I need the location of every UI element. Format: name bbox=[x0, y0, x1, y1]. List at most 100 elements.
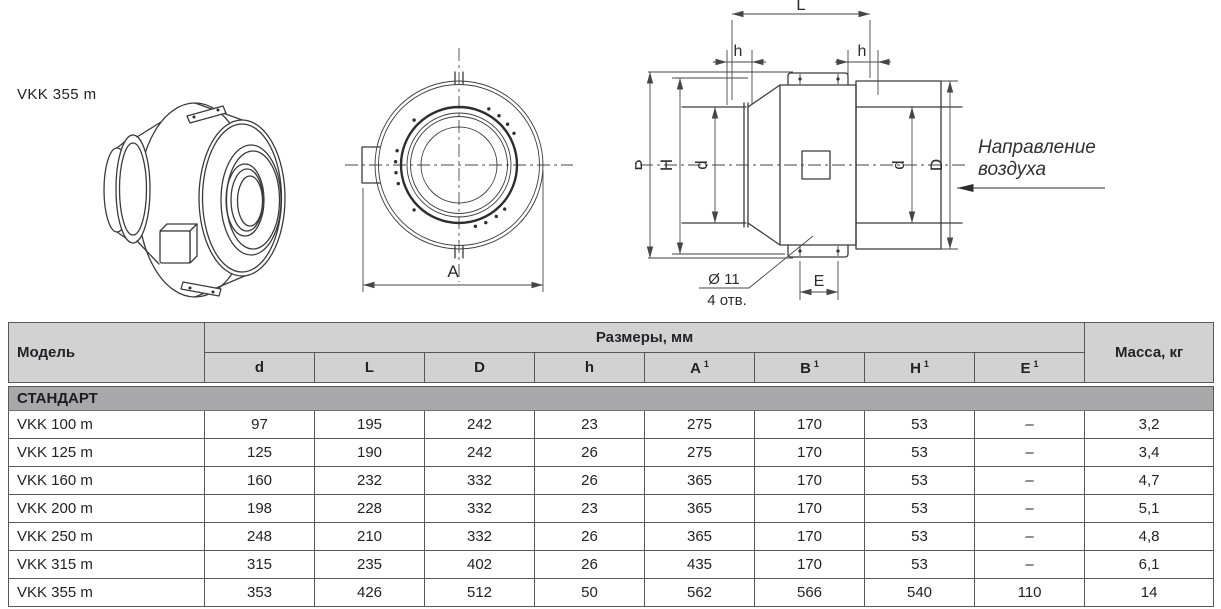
dim-label-l: L bbox=[796, 0, 805, 14]
cell-model: VKK 250 m bbox=[8, 522, 205, 551]
cell-model: VKK 160 m bbox=[8, 466, 205, 495]
column-header-d-cap: D bbox=[424, 352, 535, 383]
cell-hcap: 53 bbox=[864, 550, 975, 579]
cell-hcap: 53 bbox=[864, 494, 975, 523]
fan-section-object bbox=[640, 72, 967, 258]
cell-dcap: 242 bbox=[424, 438, 535, 467]
table-row: VKK 250 m 248 210 332 26 365 170 53 – 4,… bbox=[8, 522, 1215, 551]
cell-b: 170 bbox=[754, 466, 865, 495]
cell-hcap: 540 bbox=[864, 578, 975, 607]
cell-h: 26 bbox=[534, 438, 645, 467]
isometric-view-drawing bbox=[103, 102, 286, 298]
fan-front-view: A bbox=[345, 48, 573, 292]
hole-diameter-note: Ø 11 bbox=[708, 271, 739, 288]
section-dimensions: L h h B H d bbox=[635, 0, 958, 309]
cell-mass: 3,4 bbox=[1084, 438, 1215, 467]
table-row: VKK 125 m 125 190 242 26 275 170 53 – 3,… bbox=[8, 438, 1215, 467]
cell-model: VKK 200 m bbox=[8, 494, 205, 523]
cell-model: VKK 100 m bbox=[8, 410, 205, 439]
cell-hcap: 53 bbox=[864, 438, 975, 467]
cell-mass: 14 bbox=[1084, 578, 1215, 607]
dim-label-d-cap: D bbox=[927, 159, 946, 171]
cell-l: 232 bbox=[314, 466, 425, 495]
column-header-mass: Масса, кг bbox=[1084, 322, 1215, 383]
cell-e: – bbox=[973, 410, 1086, 439]
cell-mass: 4,7 bbox=[1084, 466, 1215, 495]
cell-d: 125 bbox=[204, 438, 315, 467]
dim-label-b: B bbox=[635, 159, 646, 170]
column-header-l: L bbox=[314, 352, 425, 383]
table-row: VKK 200 m 198 228 332 23 365 170 53 – 5,… bbox=[8, 494, 1215, 523]
air-direction-label-line2: воздуха bbox=[978, 159, 1046, 180]
column-header-d: d bbox=[204, 352, 315, 383]
cell-dcap: 242 bbox=[424, 410, 535, 439]
cell-d: 248 bbox=[204, 522, 315, 551]
column-header-dimensions: Размеры, мм bbox=[203, 322, 1086, 353]
cell-mass: 4,8 bbox=[1084, 522, 1215, 551]
dim-label-d-left: d bbox=[692, 160, 711, 169]
cell-d: 160 bbox=[204, 466, 315, 495]
cell-h: 26 bbox=[534, 466, 645, 495]
cell-a: 275 bbox=[644, 410, 755, 439]
cell-d: 198 bbox=[204, 494, 315, 523]
cell-l: 426 bbox=[314, 578, 425, 607]
cell-a: 562 bbox=[644, 578, 755, 607]
cell-l: 195 bbox=[314, 410, 425, 439]
cell-b: 170 bbox=[754, 438, 865, 467]
cell-b: 566 bbox=[754, 578, 865, 607]
cell-mass: 6,1 bbox=[1084, 550, 1215, 579]
side-tab bbox=[361, 146, 381, 184]
cell-model: VKK 355 m bbox=[8, 578, 205, 607]
cell-dcap: 402 bbox=[424, 550, 535, 579]
cell-h: 26 bbox=[534, 550, 645, 579]
cell-e: – bbox=[973, 550, 1086, 579]
cell-e: – bbox=[973, 466, 1086, 495]
table-row: VKK 315 m 315 235 402 26 435 170 53 – 6,… bbox=[8, 550, 1215, 579]
dim-label-d-right: d bbox=[889, 160, 908, 169]
cell-b: 170 bbox=[754, 410, 865, 439]
section-view-drawing: L h h B H d bbox=[635, 0, 1105, 309]
dim-label-a: A bbox=[447, 262, 459, 281]
table-row: VKK 355 m 353 426 512 50 562 566 540 110… bbox=[8, 578, 1215, 607]
air-direction: Направление воздуха bbox=[957, 137, 1105, 192]
cell-d: 97 bbox=[204, 410, 315, 439]
bracket-bottom bbox=[787, 244, 849, 258]
cell-e: – bbox=[973, 494, 1086, 523]
cell-h: 50 bbox=[534, 578, 645, 607]
cell-l: 210 bbox=[314, 522, 425, 551]
cell-hcap: 53 bbox=[864, 522, 975, 551]
dim-label-h-left: h bbox=[734, 43, 743, 60]
cell-mass: 3,2 bbox=[1084, 410, 1215, 439]
cell-model: VKK 125 m bbox=[8, 438, 205, 467]
column-header-model: Модель bbox=[8, 322, 205, 383]
cell-mass: 5,1 bbox=[1084, 494, 1215, 523]
cell-dcap: 512 bbox=[424, 578, 535, 607]
mounting-bracket-top bbox=[186, 105, 227, 124]
table-row: VKK 160 m 160 232 332 26 365 170 53 – 4,… bbox=[8, 466, 1215, 495]
dim-label-h-cap: H bbox=[657, 159, 676, 171]
cell-model: VKK 315 m bbox=[8, 550, 205, 579]
dim-label-e: E bbox=[814, 273, 825, 290]
cell-a: 435 bbox=[644, 550, 755, 579]
table-row: VKK 100 m 97 195 242 23 275 170 53 – 3,2 bbox=[8, 410, 1215, 439]
cell-e: – bbox=[973, 438, 1086, 467]
cell-h: 23 bbox=[534, 410, 645, 439]
cell-b: 170 bbox=[754, 550, 865, 579]
air-direction-label-line1: Направление bbox=[978, 137, 1096, 158]
cell-l: 228 bbox=[314, 494, 425, 523]
cell-dcap: 332 bbox=[424, 522, 535, 551]
cell-dcap: 332 bbox=[424, 466, 535, 495]
cell-a: 365 bbox=[644, 466, 755, 495]
column-header-h: h bbox=[534, 352, 645, 383]
bolt-holes bbox=[393, 107, 516, 228]
fan-isometric bbox=[103, 102, 286, 298]
section-band-label: СТАНДАРТ bbox=[7, 386, 1215, 411]
cell-a: 275 bbox=[644, 438, 755, 467]
dim-label-h-right: h bbox=[858, 43, 867, 60]
cell-h: 23 bbox=[534, 494, 645, 523]
